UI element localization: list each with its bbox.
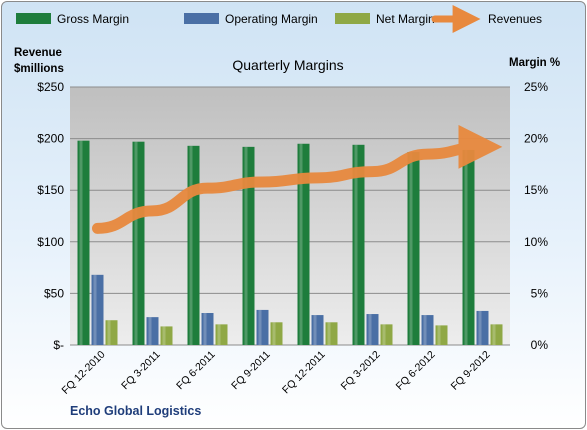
left-tick-label: $250: [37, 80, 64, 94]
gross-margin-bar-highlight: [79, 140, 83, 345]
net-margin-legend-label: Net Margin: [376, 12, 435, 26]
operating-margin-bar: [91, 274, 104, 345]
net-margin-bar: [490, 324, 503, 345]
revenues-legend-label: Revenues: [488, 12, 542, 26]
gross-margin-bar: [462, 149, 475, 345]
net-margin-bar-highlight: [437, 325, 441, 345]
gross-margin-bar-highlight: [354, 144, 358, 345]
operating-margin-legend-swatch: [184, 13, 219, 24]
left-tick-label: $200: [37, 132, 64, 146]
gross-margin-bar: [77, 140, 90, 345]
right-tick-label: 10%: [524, 235, 548, 249]
operating-margin-bar: [256, 309, 269, 345]
gross-margin-bar-highlight: [134, 141, 138, 345]
right-tick-label: 5%: [531, 286, 549, 300]
right-tick-label: 25%: [524, 80, 548, 94]
category-label: FQ 6-2012: [394, 349, 438, 393]
operating-margin-bar-highlight: [313, 315, 317, 345]
net-margin-bar-highlight: [382, 324, 386, 345]
operating-margin-bar-highlight: [203, 313, 207, 345]
right-tick-label: 15%: [524, 183, 548, 197]
left-tick-label: $100: [37, 235, 64, 249]
category-label: FQ 12-2011: [280, 349, 328, 397]
operating-margin-bar-highlight: [148, 317, 152, 345]
left-axis-ticks: $- $50 $100 $150 $200 $250: [37, 80, 64, 352]
gross-margin-bar-highlight: [244, 146, 248, 345]
gross-margin-bar-highlight: [409, 152, 413, 345]
operating-margin-bar-highlight: [478, 310, 482, 345]
chart-title: Quarterly Margins: [232, 57, 343, 73]
operating-margin-bar-highlight: [258, 309, 262, 345]
category-label: FQ 12-2010: [60, 349, 108, 397]
category-label: FQ 6-2011: [174, 349, 218, 393]
net-margin-bar-highlight: [162, 326, 166, 345]
operating-margin-bar: [476, 310, 489, 345]
net-margin-bar-highlight: [107, 320, 111, 345]
revenue-line: [92, 124, 503, 234]
net-margin-bar: [380, 324, 393, 345]
revenues-line-path: [92, 124, 503, 234]
net-margin-bar-highlight: [272, 322, 276, 345]
category-label: FQ 3-2011: [119, 349, 163, 393]
left-axis-label-line1: Revenue: [14, 47, 62, 59]
company-name: Echo Global Logistics: [70, 404, 201, 418]
left-tick-label: $-: [53, 338, 64, 352]
gross-margin-bar: [297, 143, 310, 345]
right-tick-label: 0%: [531, 338, 549, 352]
operating-margin-bar: [311, 315, 324, 345]
operating-margin-bar: [421, 315, 434, 345]
net-margin-bar: [435, 325, 448, 345]
gross-margin-bar: [132, 141, 145, 345]
net-margin-bar: [105, 320, 118, 345]
net-margin-bar: [325, 322, 338, 345]
left-tick-label: $50: [44, 286, 64, 300]
gross-margin-legend-swatch: [16, 13, 51, 24]
category-labels: FQ 12-2010 FQ 3-2011 FQ 6-2011 FQ 9-2011 FQ …: [60, 349, 493, 397]
gross-margin-bar-highlight: [464, 149, 468, 345]
net-margin-bar-highlight: [217, 324, 221, 345]
bars: [77, 140, 503, 345]
operating-margin-bar: [201, 313, 214, 345]
category-label: FQ 9-2012: [449, 349, 493, 393]
operating-margin-bar: [366, 314, 379, 345]
operating-margin-legend-label: Operating Margin: [225, 12, 318, 26]
category-label: FQ 3-2012: [339, 349, 383, 393]
left-axis-label-line2: $millions: [14, 63, 64, 75]
net-margin-bar: [215, 324, 228, 345]
net-margin-bar-highlight: [492, 324, 496, 345]
gross-margin-bar-highlight: [189, 145, 193, 345]
net-margin-bar: [270, 322, 283, 345]
right-axis-label: Margin %: [509, 57, 560, 69]
gross-margin-bar: [407, 152, 420, 345]
right-axis-ticks: 0% 5% 10% 15% 20% 25%: [524, 80, 548, 352]
gross-margin-bar: [187, 145, 200, 345]
net-margin-legend-swatch: [335, 13, 370, 24]
gross-margin-bar: [352, 144, 365, 345]
operating-margin-bar: [146, 317, 159, 345]
operating-margin-bar-highlight: [368, 314, 372, 345]
gross-margin-bar: [242, 146, 255, 345]
legend: Gross Margin Operating Margin Net Margin Re…: [16, 5, 542, 33]
gross-margin-bar-highlight: [299, 143, 303, 345]
operating-margin-bar-highlight: [93, 274, 97, 345]
net-margin-bar: [160, 326, 173, 345]
left-tick-label: $150: [37, 183, 64, 197]
net-margin-bar-highlight: [327, 322, 331, 345]
operating-margin-bar-highlight: [423, 315, 427, 345]
category-label: FQ 9-2011: [229, 349, 273, 393]
right-tick-label: 20%: [524, 132, 548, 146]
gross-margin-legend-label: Gross Margin: [57, 12, 129, 26]
